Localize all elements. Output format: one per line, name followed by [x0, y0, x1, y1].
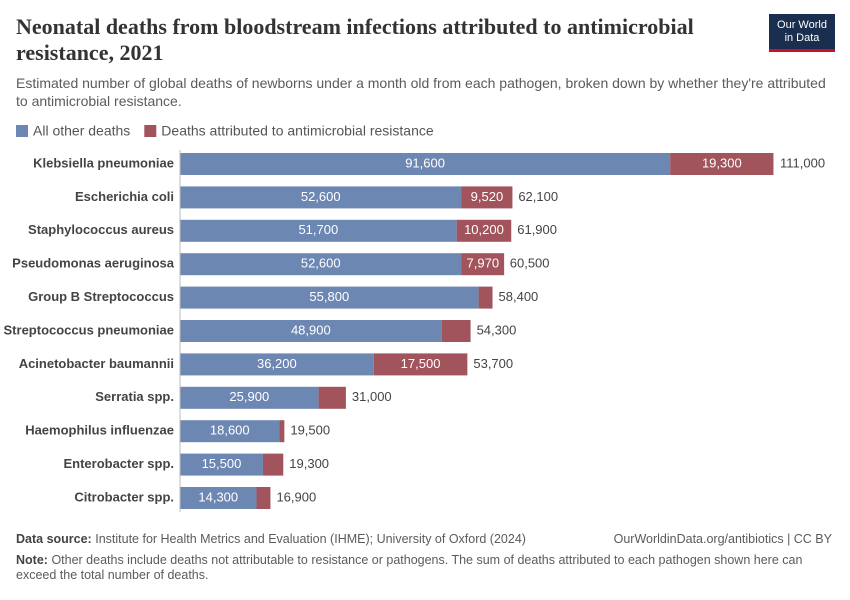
- chart-subtitle: Estimated number of global deaths of new…: [16, 75, 826, 109]
- y-tick-label: Streptococcus pneumoniae: [4, 322, 174, 337]
- source: Data source: Institute for Health Metric…: [16, 532, 526, 547]
- value-label: 36,200: [257, 356, 297, 371]
- y-tick-label: Klebsiella pneumoniae: [33, 155, 174, 170]
- value-label: 18,600: [210, 423, 250, 438]
- total-label: 60,500: [510, 256, 550, 271]
- value-label: 48,900: [291, 322, 331, 337]
- chart-title: Neonatal deaths from bloodstream infecti…: [16, 14, 694, 65]
- total-label: 19,500: [290, 423, 330, 438]
- bar-segment: [180, 320, 442, 342]
- bar-segment: [180, 420, 280, 443]
- y-tick-label: Citrobacter spp.: [74, 489, 174, 504]
- total-label: 58,400: [499, 289, 539, 304]
- total-label: 19,300: [289, 456, 329, 471]
- bar-segment: [279, 420, 285, 443]
- logo[interactable]: Our World in Data: [769, 14, 835, 52]
- y-tick-label: Serratia spp.: [95, 389, 174, 404]
- total-label: 62,100: [518, 189, 558, 204]
- bar-segment: [180, 253, 462, 276]
- y-tick-label: Group B Streptococcus: [28, 289, 174, 304]
- bar-segment: [478, 286, 493, 309]
- value-label: 14,300: [198, 489, 238, 504]
- total-label: 31,000: [352, 389, 392, 404]
- value-label: 91,600: [405, 155, 445, 170]
- value-label: 52,600: [301, 256, 341, 271]
- y-tick-label: Staphylococcus aureus: [28, 222, 174, 237]
- bar-segment: [256, 487, 271, 509]
- bar-segment: [456, 219, 512, 242]
- bar-segment: [180, 153, 671, 175]
- value-label: 15,500: [202, 456, 242, 471]
- bar-segment: [180, 353, 374, 376]
- chart: All other deaths Deaths attributed to ant…: [4, 123, 825, 512]
- value-label: 7,970: [467, 256, 500, 271]
- total-label: 53,700: [473, 356, 513, 371]
- y-tick-label: Pseudomonas aeruginosa: [12, 256, 175, 271]
- legend-swatch: [144, 125, 157, 137]
- total-label: 54,300: [477, 322, 517, 337]
- bar-segment: [180, 386, 319, 409]
- total-label: 111,000: [780, 155, 825, 170]
- bar-segment: [180, 453, 263, 476]
- y-tick-label: Escherichia coli: [75, 189, 174, 204]
- y-tick-label: Acinetobacter baumannii: [19, 356, 174, 371]
- note: Note: Other deaths include deaths not at…: [16, 553, 836, 583]
- bar-segment: [180, 487, 257, 509]
- value-label: 52,600: [301, 189, 341, 204]
- bar-segment: [373, 353, 468, 376]
- bar-segment: [461, 186, 513, 209]
- note-text: Other deaths include deaths not attribut…: [16, 553, 803, 582]
- bar-segment: [180, 219, 457, 242]
- value-label: 19,300: [702, 155, 742, 170]
- bar-segment: [441, 320, 471, 342]
- source-label: Data source:: [16, 532, 92, 546]
- value-label: 10,200: [464, 222, 504, 237]
- total-label: 16,900: [276, 489, 316, 504]
- y-tick-label: Haemophilus influenzae: [25, 423, 174, 438]
- bar-segment: [180, 286, 479, 309]
- y-tick-label: Enterobacter spp.: [63, 456, 174, 471]
- legend-label: All other deaths: [33, 123, 130, 139]
- legend-label: Deaths attributed to antimicrobial resis…: [161, 123, 434, 139]
- bar-segment: [262, 453, 284, 476]
- source-text: Institute for Health Metrics and Evaluat…: [95, 532, 526, 546]
- value-label: 55,800: [309, 289, 349, 304]
- bar-segment: [670, 153, 774, 175]
- total-label: 61,900: [517, 222, 557, 237]
- value-label: 51,700: [298, 222, 338, 237]
- legend-swatch: [16, 125, 28, 137]
- value-label: 17,500: [401, 356, 441, 371]
- bar-segment: [461, 253, 505, 276]
- value-label: 25,900: [229, 389, 269, 404]
- note-label: Note:: [16, 553, 48, 567]
- url[interactable]: OurWorldinData.org/antibiotics | CC BY: [613, 532, 832, 546]
- bar-segment: [180, 186, 462, 209]
- value-label: 9,520: [471, 189, 504, 204]
- bar-segment: [318, 386, 346, 409]
